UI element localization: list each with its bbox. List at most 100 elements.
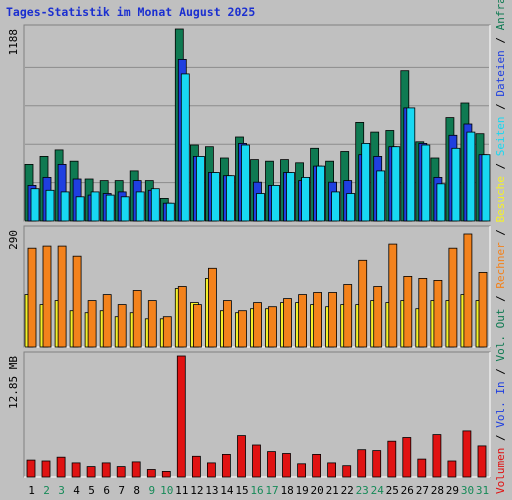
bar-rechner-day-25 [388, 243, 398, 348]
x-tick-label: 18 [280, 484, 293, 497]
bar-rechner-day-22 [343, 284, 353, 348]
legend-entry: Anfragen [494, 0, 507, 30]
x-tick-label: 14 [220, 484, 234, 497]
bar-volumen-day-23 [357, 449, 367, 478]
bar-seiten-day-28 [436, 183, 446, 222]
bar-rechner-day-11 [177, 286, 187, 348]
x-tick-label: 23 [356, 484, 369, 497]
bar-rechner-day-16 [253, 302, 262, 348]
x-tick-label: 9 [148, 484, 155, 497]
bar-seiten-day-8 [135, 191, 145, 222]
legend-entry: Volumen [494, 448, 507, 494]
x-tick-label: 4 [73, 484, 80, 497]
bar-volumen-day-22 [342, 465, 352, 478]
bar-rechner-day-4 [72, 255, 82, 348]
bar-seiten-day-16 [256, 193, 265, 222]
x-tick-label: 6 [103, 484, 110, 497]
x-tick-label: 21 [326, 484, 339, 497]
x-tick-label: 22 [341, 484, 354, 497]
bar-rechner-day-18 [283, 298, 292, 348]
x-axis-labels: 1 2 3 4 5 6 7 8 9 10 11 12 13 14 15 16 17 18 19 20 21 22 23 24 2… [28, 484, 489, 497]
bar-rechner-day-5 [87, 300, 97, 348]
bar-rechner-day-27 [418, 277, 428, 348]
bar-seiten-day-31 [481, 154, 491, 222]
bar-rechner-day-29 [448, 247, 458, 348]
bar-volumen-day-29 [447, 460, 457, 478]
bar-seiten-day-26 [406, 107, 416, 222]
bar-seiten-day-19 [301, 176, 311, 222]
bar-seiten-day-2 [45, 189, 55, 222]
bar-rechner-day-10 [162, 316, 172, 348]
bar-volumen-day-5 [86, 466, 96, 478]
bar-rechner-day-19 [298, 294, 308, 348]
bar-rechner-day-15 [238, 310, 247, 348]
bar-seiten-day-11 [180, 73, 190, 222]
bar-rechner-day-17 [268, 306, 277, 348]
x-tick-label: 25 [386, 484, 399, 497]
bar-rechner-day-26 [403, 275, 413, 348]
bar-seiten-day-5 [90, 191, 100, 222]
x-tick-label: 8 [133, 484, 140, 497]
bar-volumen-day-3 [56, 456, 66, 478]
bar-rechner-day-9 [147, 300, 157, 348]
legend-entry: / [494, 222, 507, 242]
bar-seiten-day-18 [286, 172, 295, 222]
bar-rechner-day-1 [27, 247, 37, 348]
bar-rechner-day-21 [328, 292, 338, 348]
chart-title: Tages-Statistik im Monat August 2025 [6, 5, 255, 19]
bar-seiten-day-25 [391, 146, 401, 222]
bar-volumen-day-16 [252, 444, 261, 478]
bar-seiten-day-12 [195, 155, 205, 222]
legend-entry: Dateien [494, 50, 507, 96]
bar-rechner-day-24 [373, 286, 383, 348]
x-tick-label: 1 [28, 484, 35, 497]
legend-entry: / [494, 428, 507, 448]
right-legend-text: Volumen / Vol. In / Vol. Out / Rechner /… [494, 0, 507, 494]
bar-seiten-day-4 [75, 196, 85, 222]
x-tick-label: 24 [371, 484, 385, 497]
bar-rechner-day-31 [478, 271, 488, 348]
bar-volumen-day-25 [387, 440, 397, 478]
bar-rechner-day-14 [222, 300, 232, 348]
bar-volumen-day-4 [71, 462, 81, 478]
legend-entry: Rechner [494, 242, 507, 289]
bar-rechner-day-6 [102, 294, 112, 348]
x-tick-label: 3 [58, 484, 65, 497]
bar-volumen-day-11 [176, 355, 186, 478]
bar-rechner-day-30 [463, 233, 473, 348]
x-tick-label: 27 [416, 484, 429, 497]
legend-entry: / [494, 156, 507, 176]
x-tick-label: 2 [43, 484, 50, 497]
bar-volumen-day-20 [312, 453, 322, 478]
bar-seiten-day-22 [346, 193, 356, 222]
bar-rechner-day-20 [313, 292, 323, 348]
bar-volumen-day-14 [221, 453, 231, 478]
bar-rechner-day-2 [42, 245, 52, 348]
bar-rechner-day-7 [117, 304, 127, 348]
bar-seiten-day-9 [150, 188, 160, 222]
bar-seiten-day-27 [421, 144, 431, 222]
legend-entry: Seiten [494, 116, 507, 156]
bar-seiten-day-10 [165, 202, 175, 222]
bar-volumen-day-6 [101, 462, 111, 478]
x-tick-label: 11 [175, 484, 188, 497]
bar-seiten-day-17 [271, 184, 280, 222]
bar-volumen-day-26 [402, 437, 412, 478]
bar-seiten-day-1 [30, 188, 40, 222]
bar-volumen-day-24 [372, 450, 382, 478]
bar-rechner-day-12 [192, 304, 202, 348]
legend-entry: / [494, 362, 507, 382]
x-tick-label: 26 [401, 484, 414, 497]
right-legend: Volumen / Vol. In / Vol. Out / Rechner /… [494, 0, 507, 494]
bar-rechner-day-23 [358, 259, 368, 348]
bar-rechner-day-3 [57, 245, 67, 348]
bar-volumen-day-17 [267, 451, 276, 478]
bar-seiten-day-3 [60, 191, 70, 222]
panel-bot: 12.85 MB [7, 351, 491, 478]
bar-seiten-day-13 [210, 172, 220, 222]
bar-seiten-day-14 [225, 175, 235, 222]
legend-entry: / [494, 97, 507, 117]
x-tick-label: 13 [205, 484, 218, 497]
x-tick-label: 16 [250, 484, 263, 497]
